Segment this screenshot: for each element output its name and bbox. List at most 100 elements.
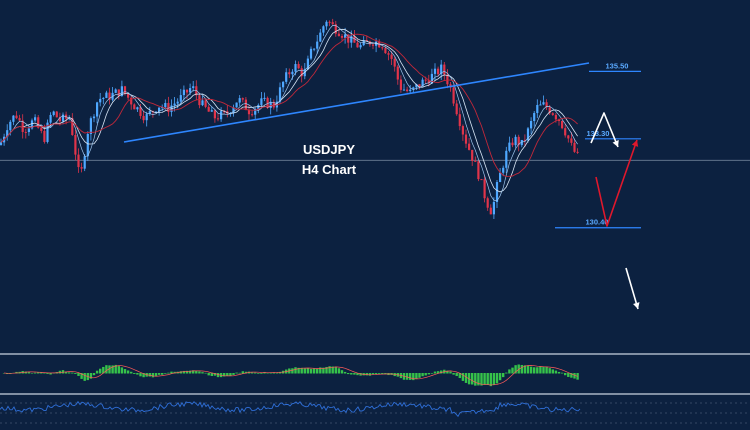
macd-bar bbox=[182, 370, 186, 374]
macd-bar bbox=[229, 373, 232, 376]
candle-body bbox=[77, 154, 80, 168]
macd-bar bbox=[157, 373, 161, 375]
candle-body bbox=[573, 142, 576, 152]
candle-body bbox=[49, 114, 52, 123]
candle-body bbox=[564, 128, 567, 136]
macd-bar bbox=[210, 373, 213, 377]
candle-body bbox=[313, 48, 316, 50]
candle-body bbox=[278, 87, 282, 102]
candle-body bbox=[387, 53, 390, 55]
macd-bar bbox=[58, 370, 62, 374]
candle-body bbox=[530, 121, 533, 129]
macd-bar bbox=[306, 368, 310, 374]
macd-bar bbox=[353, 373, 356, 375]
macd-bar bbox=[300, 367, 303, 374]
white-arrow-up-down-head bbox=[612, 140, 619, 147]
candle-body bbox=[489, 207, 492, 215]
macd-bar bbox=[89, 373, 93, 379]
candle-body bbox=[316, 41, 319, 49]
candle-body bbox=[136, 107, 139, 110]
candle-body bbox=[440, 64, 443, 75]
white-arrow-down bbox=[625, 267, 640, 310]
candle-body bbox=[117, 89, 120, 96]
macd-bar bbox=[46, 373, 49, 374]
candle-body bbox=[269, 101, 272, 108]
macd-bar bbox=[213, 373, 217, 376]
candle-body bbox=[83, 156, 86, 169]
macd-bar bbox=[449, 371, 452, 374]
candle-body bbox=[92, 116, 96, 119]
candle-body bbox=[198, 95, 201, 106]
macd-bar bbox=[167, 372, 170, 374]
macd-bar bbox=[533, 367, 536, 374]
macd-bar bbox=[71, 372, 74, 374]
candle-body bbox=[424, 79, 427, 81]
candle-body bbox=[260, 98, 263, 105]
red-arrow-down-up-head bbox=[631, 140, 639, 147]
macd-bar bbox=[526, 365, 530, 374]
macd-bar bbox=[185, 370, 189, 374]
candle-body bbox=[347, 34, 350, 43]
macd-bar bbox=[564, 373, 567, 376]
candle-body bbox=[176, 101, 179, 104]
macd-bar bbox=[142, 373, 145, 378]
macd-bar bbox=[49, 373, 52, 375]
macd-bar bbox=[480, 373, 483, 386]
macd-bar bbox=[30, 373, 34, 374]
ma-fast-line bbox=[0, 28, 578, 193]
candle-body bbox=[232, 107, 235, 114]
macd-bar bbox=[99, 368, 102, 374]
candle-body bbox=[173, 103, 176, 106]
macd-bar bbox=[102, 366, 105, 374]
price-panel bbox=[0, 18, 750, 220]
macd-bar bbox=[446, 370, 449, 374]
candle-body bbox=[409, 89, 412, 92]
candle-body bbox=[319, 32, 322, 42]
macd-bar bbox=[188, 370, 192, 374]
candle-body bbox=[427, 80, 430, 84]
macd-bar bbox=[455, 373, 458, 377]
candle-body bbox=[477, 161, 480, 180]
macd-bar bbox=[511, 367, 514, 374]
macd-bar bbox=[418, 373, 421, 378]
macd-bar bbox=[337, 368, 341, 374]
macd-bar bbox=[554, 370, 558, 374]
macd-bar bbox=[505, 372, 508, 374]
ma-mid-line bbox=[0, 25, 578, 202]
candle-body bbox=[213, 110, 216, 119]
macd-bar bbox=[461, 373, 465, 381]
macd-bar bbox=[492, 373, 496, 385]
macd-bar bbox=[486, 373, 489, 385]
macd-bar bbox=[495, 373, 499, 384]
macd-bar bbox=[278, 371, 282, 374]
candle-body bbox=[161, 107, 164, 109]
candle-body bbox=[446, 74, 449, 85]
candle-body bbox=[356, 42, 359, 48]
candle-body bbox=[520, 139, 523, 146]
candle-body bbox=[433, 68, 437, 74]
macd-bar bbox=[83, 373, 86, 381]
candle-body bbox=[294, 64, 297, 72]
macd-bar bbox=[331, 366, 334, 374]
candle-body bbox=[539, 104, 542, 106]
candle-body bbox=[486, 198, 489, 208]
candle-body bbox=[220, 111, 223, 120]
candle-body bbox=[576, 151, 579, 153]
candle-body bbox=[89, 118, 92, 134]
macd-bar bbox=[371, 373, 375, 375]
candle-body bbox=[331, 22, 334, 25]
white-arrow-down-head bbox=[633, 302, 640, 309]
candle-body bbox=[480, 179, 483, 181]
candle-body bbox=[0, 142, 3, 145]
candle-body bbox=[468, 143, 471, 150]
macd-bar bbox=[508, 369, 511, 374]
macd-bar bbox=[560, 372, 564, 374]
candle-body bbox=[167, 102, 170, 112]
candle-body bbox=[523, 139, 526, 141]
candle-body bbox=[285, 72, 288, 82]
candle-body bbox=[517, 136, 520, 146]
macd-bar bbox=[40, 372, 43, 374]
candle-body bbox=[353, 36, 356, 43]
macd-bar bbox=[433, 371, 437, 374]
